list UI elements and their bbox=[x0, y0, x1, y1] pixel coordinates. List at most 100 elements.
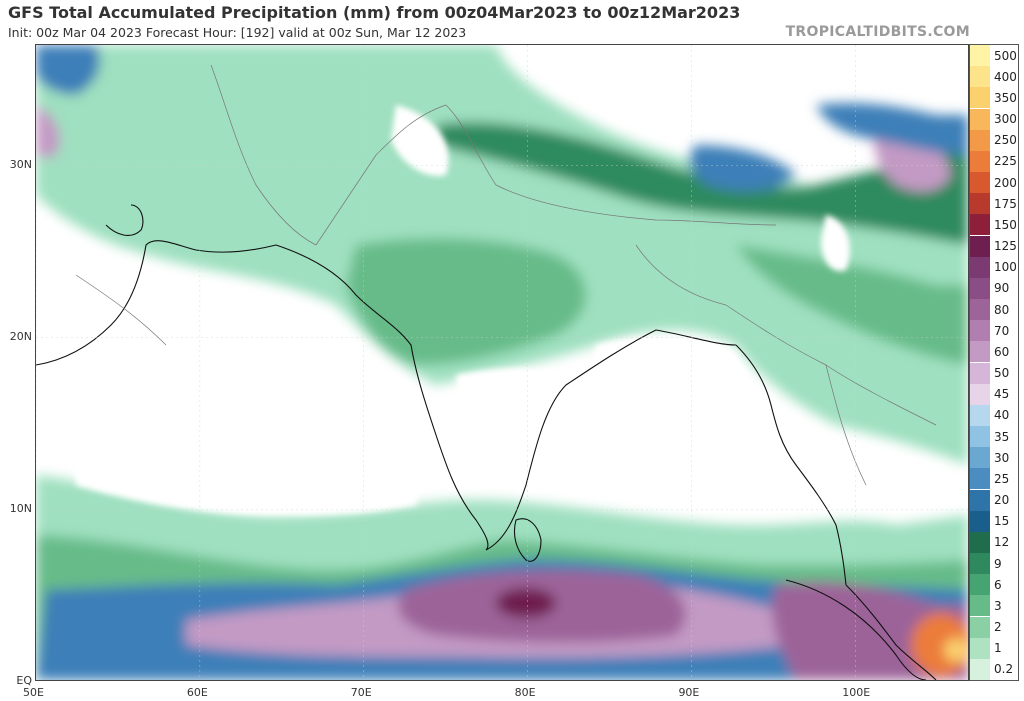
legend-label: 45 bbox=[994, 387, 1010, 402]
legend-label: 6 bbox=[994, 577, 1002, 592]
lat-label: EQ bbox=[16, 674, 32, 687]
legend-swatch bbox=[970, 320, 990, 342]
legend-entry: 400 bbox=[970, 66, 1018, 88]
legend-swatch bbox=[970, 489, 990, 511]
legend-label: 500 bbox=[994, 48, 1017, 63]
lon-label: 100E bbox=[842, 686, 871, 699]
legend-swatch bbox=[970, 404, 990, 426]
legend-entry: 350 bbox=[970, 87, 1018, 109]
legend-label: 175 bbox=[994, 196, 1017, 211]
legend-entry: 125 bbox=[970, 235, 1018, 257]
legend-swatch bbox=[970, 45, 990, 67]
legend-entry: 90 bbox=[970, 277, 1018, 299]
legend-swatch bbox=[970, 108, 990, 130]
legend-label: 250 bbox=[994, 133, 1017, 148]
lon-label: 80E bbox=[514, 686, 536, 699]
watermark: TROPICALTIDBITS.COM bbox=[785, 24, 970, 40]
precipitation-map bbox=[35, 44, 969, 681]
legend-entry: 50 bbox=[970, 362, 1018, 384]
legend-entry: 500 bbox=[970, 45, 1018, 67]
legend-label: 20 bbox=[994, 493, 1010, 508]
legend-swatch bbox=[970, 87, 990, 109]
legend-entry: 225 bbox=[970, 150, 1018, 172]
coastlines bbox=[36, 204, 937, 680]
legend-swatch bbox=[970, 193, 990, 215]
legend-label: 15 bbox=[994, 514, 1010, 529]
legend-label: 80 bbox=[994, 302, 1010, 317]
legend-entry: 3 bbox=[970, 595, 1018, 617]
legend-swatch bbox=[970, 553, 990, 575]
map-subtitle: Init: 00z Mar 04 2023 Forecast Hour: [19… bbox=[8, 25, 467, 40]
legend-entry: 250 bbox=[970, 129, 1018, 151]
legend-label: 60 bbox=[994, 344, 1010, 359]
legend-label: 50 bbox=[994, 366, 1010, 381]
lat-label: 20N bbox=[9, 329, 32, 343]
legend-entry: 70 bbox=[970, 320, 1018, 342]
country-borders bbox=[75, 64, 937, 486]
legend-swatch bbox=[970, 362, 990, 384]
legend-swatch bbox=[970, 616, 990, 638]
graticule bbox=[36, 45, 968, 680]
legend-entry: 45 bbox=[970, 383, 1018, 405]
legend-label: 3 bbox=[994, 598, 1002, 613]
legend-label: 35 bbox=[994, 429, 1010, 444]
legend-entry: 0.2 bbox=[970, 658, 1018, 680]
legend-swatch bbox=[970, 235, 990, 257]
legend-label: 100 bbox=[994, 260, 1017, 275]
legend-swatch bbox=[970, 172, 990, 194]
legend-label: 400 bbox=[994, 69, 1017, 84]
legend-swatch bbox=[970, 66, 990, 88]
legend-swatch bbox=[970, 214, 990, 236]
legend-label: 200 bbox=[994, 175, 1017, 190]
legend-swatch bbox=[970, 595, 990, 617]
legend-swatch bbox=[970, 341, 990, 363]
legend-entry: 175 bbox=[970, 193, 1018, 215]
precipitation-legend: 500 400 350 300 250 225 200 175 150 125 100 90 80 70 6… bbox=[969, 44, 1019, 681]
legend-label: 150 bbox=[994, 217, 1017, 232]
legend-label: 300 bbox=[994, 112, 1017, 127]
legend-swatch bbox=[970, 256, 990, 278]
lon-label: 90E bbox=[678, 686, 700, 699]
legend-label: 70 bbox=[994, 323, 1010, 338]
legend-swatch bbox=[970, 574, 990, 596]
legend-entry: 60 bbox=[970, 341, 1018, 363]
legend-entry: 2 bbox=[970, 616, 1018, 638]
northern-rain-band bbox=[36, 45, 968, 465]
legend-entry: 9 bbox=[970, 553, 1018, 575]
legend-swatch bbox=[970, 637, 990, 659]
legend-label: 25 bbox=[994, 471, 1010, 486]
lon-label: 60E bbox=[186, 686, 208, 699]
legend-entry: 15 bbox=[970, 510, 1018, 532]
legend-entry: 1 bbox=[970, 637, 1018, 659]
legend-label: 0.2 bbox=[994, 662, 1014, 677]
map-title: GFS Total Accumulated Precipitation (mm)… bbox=[8, 3, 741, 22]
legend-swatch bbox=[970, 447, 990, 469]
legend-entry: 6 bbox=[970, 574, 1018, 596]
lat-label: 30N bbox=[9, 157, 32, 171]
legend-label: 350 bbox=[994, 90, 1017, 105]
lon-label: 70E bbox=[350, 686, 372, 699]
legend-entry: 35 bbox=[970, 426, 1018, 448]
legend-swatch bbox=[970, 468, 990, 490]
legend-entry: 200 bbox=[970, 172, 1018, 194]
legend-entry: 300 bbox=[970, 108, 1018, 130]
legend-swatch bbox=[970, 531, 990, 553]
legend-swatch bbox=[970, 658, 990, 680]
legend-label: 125 bbox=[994, 239, 1017, 254]
legend-label: 90 bbox=[994, 281, 1010, 296]
lon-label: 50E bbox=[23, 686, 44, 699]
legend-swatch bbox=[970, 129, 990, 151]
legend-label: 30 bbox=[994, 450, 1010, 465]
legend-entry: 25 bbox=[970, 468, 1018, 490]
legend-label: 9 bbox=[994, 556, 1002, 571]
legend-swatch bbox=[970, 426, 990, 448]
legend-swatch bbox=[970, 510, 990, 532]
legend-label: 2 bbox=[994, 620, 1002, 635]
legend-label: 12 bbox=[994, 535, 1010, 550]
southern-rain-band bbox=[36, 475, 968, 680]
legend-label: 225 bbox=[994, 154, 1017, 169]
legend-swatch bbox=[970, 150, 990, 172]
legend-entry: 100 bbox=[970, 256, 1018, 278]
legend-label: 1 bbox=[994, 641, 1002, 656]
legend-entry: 12 bbox=[970, 531, 1018, 553]
